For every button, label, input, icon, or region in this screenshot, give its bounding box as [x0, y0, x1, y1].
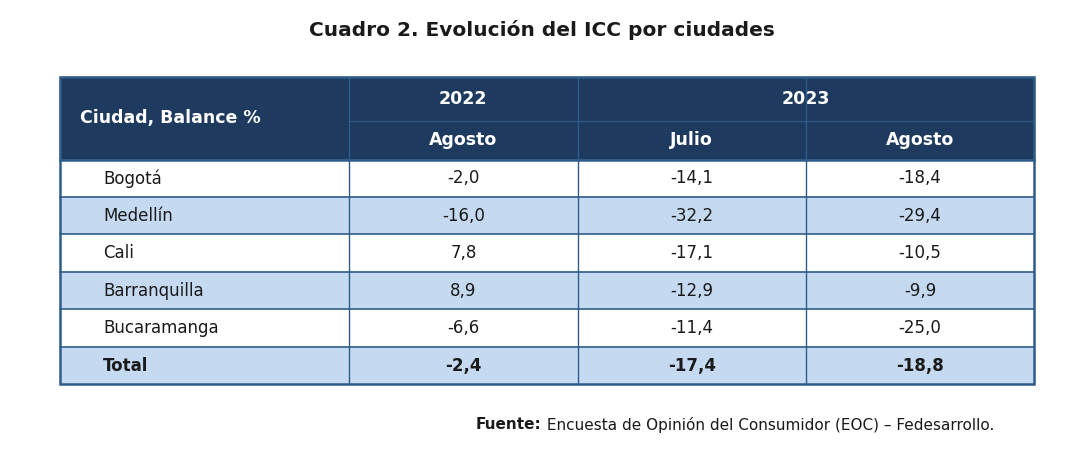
Text: Julio: Julio: [670, 131, 713, 149]
Bar: [60, 77, 1034, 384]
Text: -11,4: -11,4: [670, 319, 714, 337]
Text: -17,4: -17,4: [668, 357, 716, 374]
Text: -17,1: -17,1: [670, 244, 714, 262]
Bar: [577, 77, 1034, 121]
Text: Encuesta de Opinión del Consumidor (EOC) – Fedesarrollo.: Encuesta de Opinión del Consumidor (EOC)…: [542, 417, 994, 433]
Text: 2022: 2022: [439, 90, 487, 108]
Bar: [349, 121, 577, 160]
Text: -16,0: -16,0: [442, 207, 485, 225]
Text: Fuente:: Fuente:: [475, 417, 542, 432]
Text: Ciudad, Balance %: Ciudad, Balance %: [80, 110, 261, 127]
Text: -25,0: -25,0: [899, 319, 941, 337]
Bar: [60, 197, 1034, 234]
Text: -12,9: -12,9: [670, 282, 714, 300]
Bar: [60, 309, 1034, 347]
Text: Cali: Cali: [103, 244, 134, 262]
Bar: [60, 77, 349, 160]
Bar: [60, 160, 1034, 197]
Text: 8,9: 8,9: [451, 282, 477, 300]
Bar: [806, 121, 1034, 160]
Text: -2,4: -2,4: [445, 357, 482, 374]
Text: Agosto: Agosto: [429, 131, 497, 149]
Text: -2,0: -2,0: [447, 169, 480, 187]
Bar: [60, 347, 1034, 384]
Text: -18,8: -18,8: [897, 357, 944, 374]
Text: Bucaramanga: Bucaramanga: [103, 319, 219, 337]
Text: Barranquilla: Barranquilla: [103, 282, 204, 300]
Bar: [349, 77, 577, 121]
Text: Cuadro 2. Evolución del ICC por ciudades: Cuadro 2. Evolución del ICC por ciudades: [309, 21, 774, 40]
Text: Total: Total: [103, 357, 148, 374]
Bar: [60, 234, 1034, 272]
Text: -10,5: -10,5: [899, 244, 941, 262]
Text: -29,4: -29,4: [899, 207, 941, 225]
Bar: [60, 272, 1034, 309]
Text: -14,1: -14,1: [670, 169, 714, 187]
Text: -9,9: -9,9: [904, 282, 936, 300]
Text: -18,4: -18,4: [899, 169, 941, 187]
Text: -32,2: -32,2: [670, 207, 714, 225]
Text: 7,8: 7,8: [451, 244, 477, 262]
Text: 2023: 2023: [782, 90, 830, 108]
Text: Agosto: Agosto: [886, 131, 954, 149]
Text: Medellín: Medellín: [103, 207, 173, 225]
Bar: [577, 121, 806, 160]
Text: Bogotá: Bogotá: [103, 169, 161, 188]
Text: -6,6: -6,6: [447, 319, 480, 337]
